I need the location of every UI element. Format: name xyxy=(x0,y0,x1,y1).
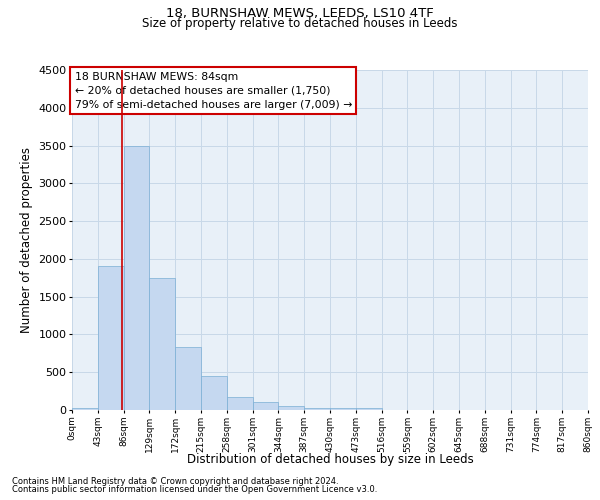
Bar xyxy=(356,408,382,410)
Bar xyxy=(201,376,227,410)
Bar xyxy=(72,408,98,410)
Bar xyxy=(124,146,149,410)
Bar xyxy=(304,408,330,410)
Bar xyxy=(253,402,278,410)
Bar xyxy=(227,397,253,410)
Text: Distribution of detached houses by size in Leeds: Distribution of detached houses by size … xyxy=(187,452,473,466)
Text: Contains public sector information licensed under the Open Government Licence v3: Contains public sector information licen… xyxy=(12,485,377,494)
Text: Size of property relative to detached houses in Leeds: Size of property relative to detached ho… xyxy=(142,18,458,30)
Bar xyxy=(175,348,201,410)
Text: Contains HM Land Registry data © Crown copyright and database right 2024.: Contains HM Land Registry data © Crown c… xyxy=(12,478,338,486)
Bar xyxy=(278,406,304,410)
Bar xyxy=(98,266,124,410)
Text: 18 BURNSHAW MEWS: 84sqm
← 20% of detached houses are smaller (1,750)
79% of semi: 18 BURNSHAW MEWS: 84sqm ← 20% of detache… xyxy=(74,72,352,110)
Y-axis label: Number of detached properties: Number of detached properties xyxy=(20,147,33,333)
Bar xyxy=(149,278,175,410)
Text: 18, BURNSHAW MEWS, LEEDS, LS10 4TF: 18, BURNSHAW MEWS, LEEDS, LS10 4TF xyxy=(166,8,434,20)
Bar xyxy=(330,408,356,410)
